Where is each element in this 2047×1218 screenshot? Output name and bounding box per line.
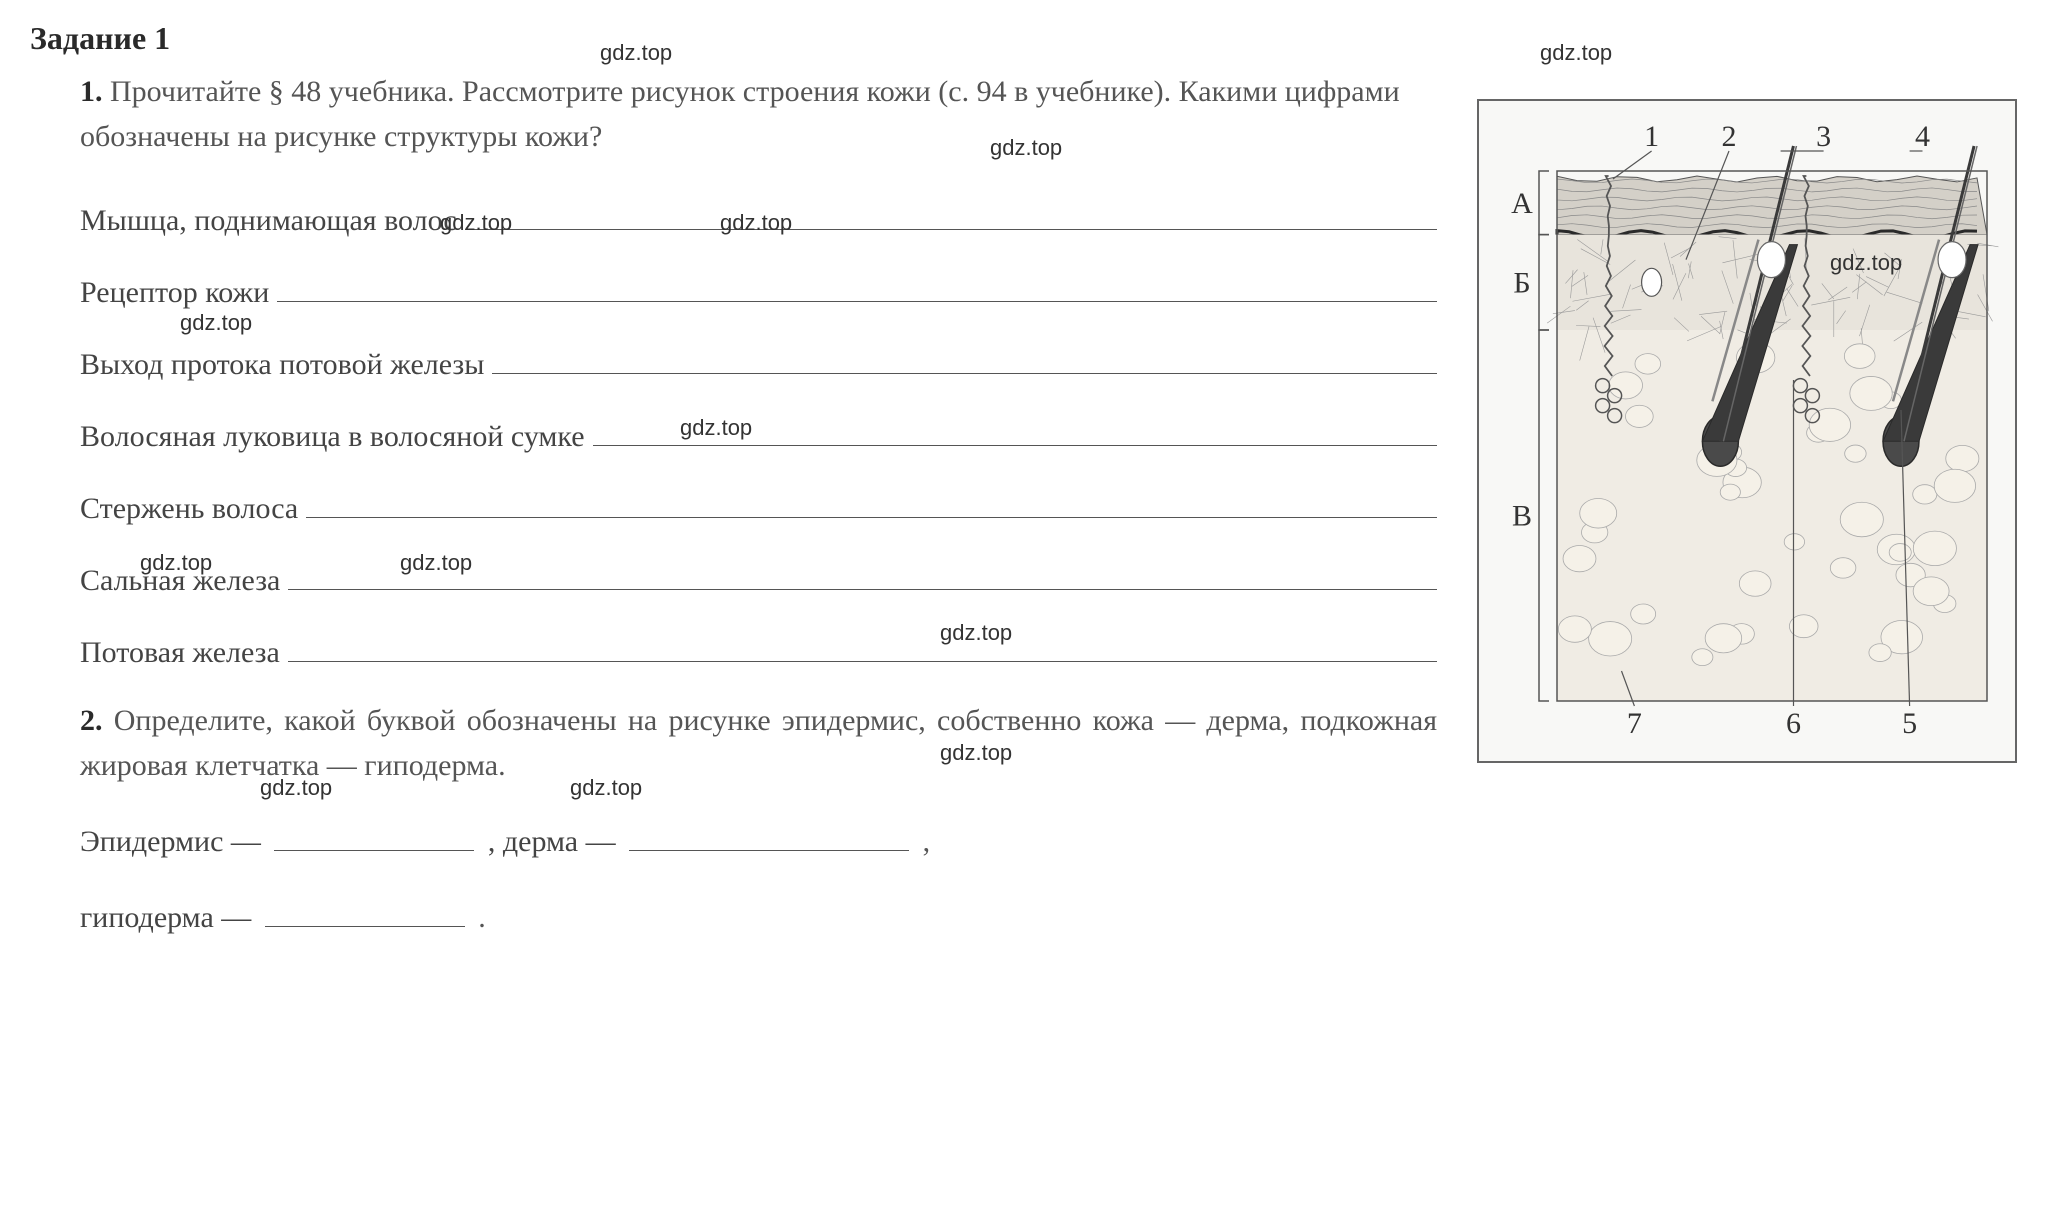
fill-label-1: Рецептор кожи bbox=[80, 276, 269, 310]
fill-row-6: Потовая железа bbox=[80, 626, 1437, 670]
q1-text: Прочитайте § 48 учебника. Рассмотрите ри… bbox=[80, 75, 1400, 153]
fill-row-1: Рецептор кожи bbox=[80, 266, 1437, 310]
svg-text:2: 2 bbox=[1722, 121, 1737, 153]
fill-blank-6[interactable] bbox=[288, 626, 1437, 662]
question-2-block: 2. Определите, какой буквой обозначены н… bbox=[80, 698, 1437, 940]
svg-text:4: 4 bbox=[1915, 121, 1930, 153]
hypodermis-label: гиподерма — bbox=[80, 895, 251, 940]
svg-text:6: 6 bbox=[1786, 707, 1801, 740]
svg-text:1: 1 bbox=[1644, 121, 1659, 153]
fill-label-3: Волосяная луковица в волосяной сумке bbox=[80, 420, 585, 454]
fill-blank-1[interactable] bbox=[277, 266, 1437, 302]
svg-text:В: В bbox=[1512, 500, 1532, 533]
q2-text-wrapper: 2. Определите, какой буквой обозначены н… bbox=[80, 698, 1437, 788]
svg-text:А: А bbox=[1511, 187, 1533, 220]
q2-text: Определите, какой буквой обозначены на р… bbox=[80, 704, 1437, 782]
epidermis-blank[interactable] bbox=[274, 818, 474, 851]
q1-number: 1. bbox=[80, 75, 103, 108]
fill-label-6: Потовая железа bbox=[80, 636, 280, 670]
fill-blank-4[interactable] bbox=[306, 482, 1437, 518]
dermis-label: , дерма — bbox=[488, 819, 616, 864]
fill-row-4: Стержень волоса bbox=[80, 482, 1437, 526]
fill-blank-5[interactable] bbox=[288, 554, 1437, 590]
fill-row-2: Выход протока потовой железы bbox=[80, 338, 1437, 382]
left-column: 1. Прочитайте § 48 учебника. Рассмотрите… bbox=[30, 69, 1437, 970]
task-title: Задание 1 bbox=[30, 20, 2017, 57]
svg-text:Б: Б bbox=[1513, 266, 1530, 299]
comma-1: , bbox=[923, 825, 931, 858]
fill-label-5: Сальная железа bbox=[80, 564, 280, 598]
fill-row-5: Сальная железа bbox=[80, 554, 1437, 598]
fill-blank-3[interactable] bbox=[593, 410, 1437, 446]
svg-text:7: 7 bbox=[1627, 707, 1642, 740]
hypodermis-row: гиподерма — . bbox=[80, 894, 1437, 940]
q2-number: 2. bbox=[80, 704, 103, 737]
dermis-blank[interactable] bbox=[629, 818, 909, 851]
question-1-intro: 1. Прочитайте § 48 учебника. Рассмотрите… bbox=[80, 69, 1437, 159]
fill-label-0: Мышца, поднимающая волос bbox=[80, 204, 457, 238]
epidermis-dermis-row: Эпидермис — , дерма — , bbox=[80, 818, 1437, 864]
fill-row-0: Мышца, поднимающая волос bbox=[80, 194, 1437, 238]
epidermis-label: Эпидермис — bbox=[80, 819, 261, 864]
fill-label-2: Выход протока потовой железы bbox=[80, 348, 484, 382]
fill-label-4: Стержень волоса bbox=[80, 492, 298, 526]
period-1: . bbox=[478, 901, 486, 934]
fill-blank-0[interactable] bbox=[465, 194, 1437, 230]
svg-text:5: 5 bbox=[1902, 707, 1917, 740]
hypodermis-blank[interactable] bbox=[265, 894, 465, 927]
skin-diagram: А Б В 1 2 3 4 7 6 5 bbox=[1477, 99, 2017, 763]
right-column: А Б В 1 2 3 4 7 6 5 bbox=[1477, 69, 2017, 970]
skin-diagram-svg: А Б В 1 2 3 4 7 6 5 bbox=[1494, 121, 2000, 741]
svg-text:3: 3 bbox=[1816, 121, 1831, 153]
content-wrapper: 1. Прочитайте § 48 учебника. Рассмотрите… bbox=[30, 69, 2017, 970]
fill-row-3: Волосяная луковица в волосяной сумке bbox=[80, 410, 1437, 454]
fill-blank-2[interactable] bbox=[492, 338, 1437, 374]
